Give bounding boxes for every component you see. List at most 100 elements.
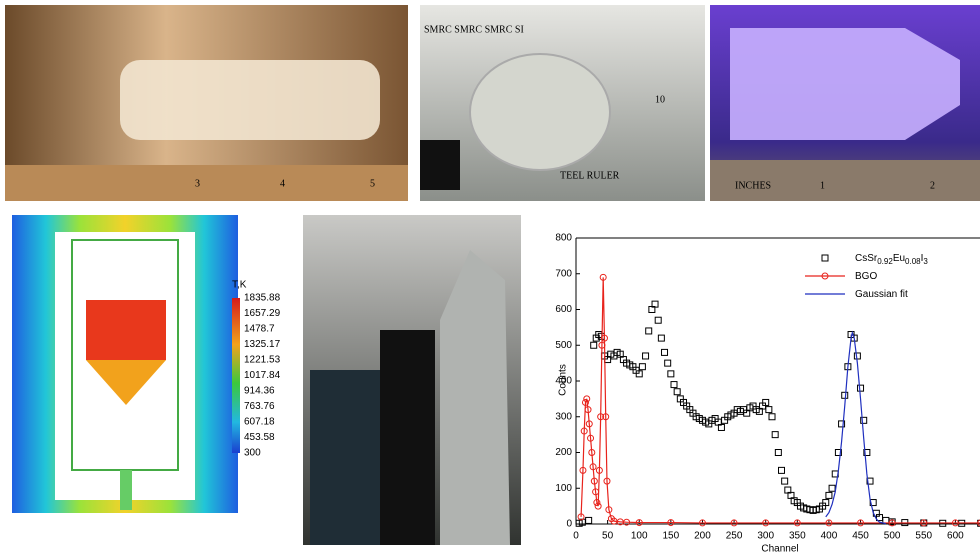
marker-circle — [581, 398, 589, 406]
marker-circle — [605, 506, 613, 514]
marker-square — [853, 352, 861, 360]
marker-square — [638, 363, 646, 371]
marker-square — [768, 413, 776, 421]
axis-frame — [575, 237, 980, 525]
marker-circle — [698, 519, 706, 527]
marker-circle — [585, 420, 593, 428]
marker-circle — [592, 488, 600, 496]
marker-circle — [589, 463, 597, 471]
marker-square — [661, 348, 669, 356]
photo-uv-crystal: INCHES 1 2 — [710, 5, 980, 201]
marker-square — [585, 516, 593, 524]
marker-circle — [598, 341, 606, 349]
marker-square — [657, 334, 665, 342]
marker-circle — [762, 519, 770, 527]
marker-square — [765, 406, 773, 414]
photo-ampoule: 3 4 5 — [5, 5, 408, 201]
y-tick-label: 400 — [555, 376, 572, 387]
marker-circle — [580, 427, 588, 435]
ruler-print: INCHES — [735, 180, 771, 191]
ruler-print: SMRC SMRC SMRC SI — [424, 24, 524, 35]
marker-circle — [857, 519, 865, 527]
marker-square — [645, 327, 653, 335]
series-line — [580, 277, 980, 524]
legend-label-part: 0.08 — [905, 257, 921, 266]
ruler-number: 3 — [195, 178, 200, 189]
marker-square — [821, 254, 829, 262]
photo-disc: SMRC SMRC SMRC SI TEEL RULER 10 — [420, 5, 705, 201]
marker-square — [651, 300, 659, 308]
ruler-number: 5 — [370, 178, 375, 189]
scale-label: 1835.88 — [244, 293, 281, 304]
marker-square — [869, 499, 877, 507]
marker-circle — [593, 499, 601, 507]
marker-circle — [597, 413, 605, 421]
marker-square — [866, 477, 874, 485]
marker-square — [667, 370, 675, 378]
y-tick-label: 300 — [555, 411, 572, 422]
legend-label-part: 3 — [923, 257, 928, 266]
scale-label: 914.36 — [244, 386, 275, 397]
marker-circle — [821, 272, 829, 280]
marker-square — [778, 466, 785, 474]
marker-circle — [603, 477, 611, 485]
marker-circle — [635, 519, 643, 527]
legend-label-part: BGO — [855, 271, 877, 282]
marker-circle — [667, 519, 675, 527]
scale-label: 300 — [244, 448, 261, 459]
ruler-number: 4 — [280, 178, 285, 189]
marker-square — [664, 359, 672, 367]
legend-label-part: CsSr — [855, 253, 878, 264]
y-tick-label: 500 — [555, 340, 572, 351]
marker-square — [841, 391, 849, 399]
chart: Channel Counts 0 50 100 150 200 250 300 350 400 4… — [555, 233, 980, 555]
marker-circle — [977, 519, 980, 527]
x-tick-label: 600 — [947, 531, 964, 542]
x-tick-label: 150 — [663, 531, 680, 542]
marker-square — [762, 398, 770, 406]
legend-label: Gaussian fit — [855, 289, 908, 300]
thermal-simulation: T,K 1835.88 1657.29 1478.7 1325.17 1221.53 10… — [12, 215, 281, 513]
scale-label: 453.58 — [244, 432, 275, 443]
legend-entry: CsSr0.92Eu0.08I3 — [821, 253, 928, 266]
legend-label-part: I — [921, 253, 924, 264]
scale-label: 1657.29 — [244, 308, 281, 319]
x-axis-title: Channel — [761, 544, 798, 555]
x-tick-label: 400 — [821, 531, 838, 542]
marker-square — [774, 449, 782, 456]
marker-square — [857, 384, 865, 392]
marker-square — [834, 449, 842, 456]
marker-circle — [888, 519, 896, 527]
legend-label-part: 0.92 — [877, 257, 893, 266]
marker-circle — [825, 519, 833, 527]
marker-circle — [587, 434, 595, 442]
legend-entry: BGO — [805, 271, 877, 282]
scale-label: 763.76 — [244, 401, 275, 412]
marker-circle — [623, 518, 631, 526]
marker-square — [822, 499, 830, 507]
y-tick-label: 200 — [555, 447, 572, 458]
y-tick-label: 0 — [566, 519, 572, 530]
marker-square — [825, 491, 833, 499]
legend-label: CsSr0.92Eu0.08I3 — [855, 253, 928, 266]
scale-label: 1325.17 — [244, 339, 281, 350]
marker-square — [673, 388, 681, 396]
y-axis-title: Counts — [558, 364, 569, 396]
marker-square — [635, 370, 643, 378]
x-tick-label: 350 — [789, 531, 806, 542]
marker-square — [771, 431, 779, 439]
legend-label: BGO — [855, 271, 877, 282]
marker-circle — [599, 273, 607, 281]
marker-circle — [602, 413, 610, 421]
photo-furnace — [303, 215, 521, 545]
marker-circle — [583, 395, 591, 403]
series-line — [825, 330, 886, 525]
marker-circle — [730, 519, 738, 527]
x-tick-label: 500 — [884, 531, 901, 542]
y-tick-label: 700 — [555, 268, 572, 279]
marker-circle — [579, 466, 587, 474]
y-tick-label: 100 — [555, 483, 572, 494]
marker-square — [590, 341, 598, 349]
